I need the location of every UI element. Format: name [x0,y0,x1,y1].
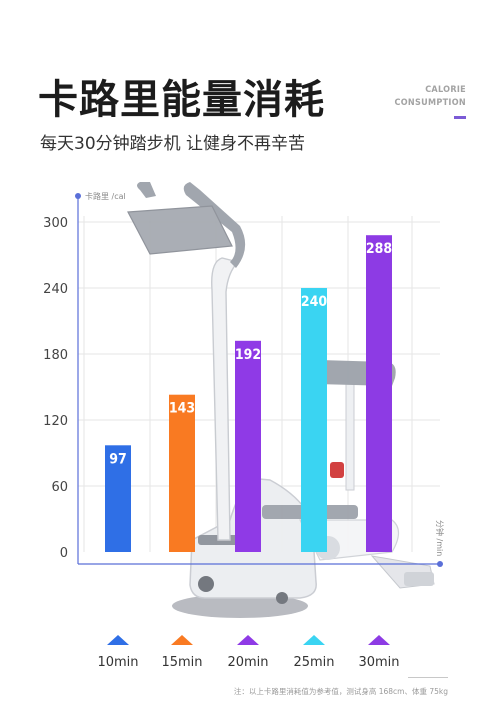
y-tick-label: 120 [43,414,68,429]
bar-value-label: 240 [301,294,328,310]
handle-post [211,257,240,541]
y-tick-label: 240 [43,282,68,297]
resistance-knob [330,462,344,478]
badge-underline [454,116,466,119]
bar-30min [366,235,392,552]
front-wheel [198,576,214,592]
bar-value-label: 288 [366,241,392,257]
page-subtitle: 每天30分钟踏步机 让健身不再辛苦 [40,134,306,154]
bars: 97 143 192 240 288 [105,235,392,552]
legend-marker [107,635,129,645]
page-title: 卡路里能量消耗 [38,77,325,123]
legend: 10min 15min 20min 25min 30min [97,635,400,670]
y-tick-label: 180 [43,348,68,363]
rear-stabilizer [404,572,434,586]
legend-marker [368,635,390,645]
legend-marker [237,635,259,645]
english-badge: CALORIE CONSUMPTION [395,84,467,110]
machine-base-plate [172,594,308,618]
bar-value-label: 192 [235,347,261,363]
seat-post [345,379,355,491]
footnote-divider [408,677,448,678]
bar-25min [301,288,327,552]
x-category-label: 15min [161,655,202,670]
tablet-holder [127,205,233,255]
bar-value-label: 97 [109,451,127,467]
footnote: 注：以上卡路里消耗值为参考值，测试身高 168cm、体重 75kg [233,687,448,696]
bar-20min [235,340,261,552]
y-tick-label: 0 [60,546,68,561]
badge-line-1: CALORIE [425,85,466,95]
legend-marker [303,635,325,645]
bar-10min [105,445,131,552]
rear-wheel [276,592,288,604]
y-tick-label: 60 [51,480,68,495]
y-tick-label: 300 [43,216,68,231]
x-category-label: 30min [358,655,399,670]
handlebar [183,182,246,268]
legend-marker [171,635,193,645]
x-category-label: 10min [97,655,138,670]
axes: 0 60 120 180 240 300 卡路里 /cal 分钟 /min [43,191,445,567]
left-grip [137,182,156,198]
bar-15min [169,394,195,552]
x-category-label: 20min [227,655,268,670]
x-axis-end-dot [437,561,443,567]
x-axis-label: 分钟 /min [435,520,445,556]
bar-value-label: 143 [169,401,195,417]
badge-line-2: CONSUMPTION [394,98,466,108]
y-axis-label: 卡路里 /cal [85,191,126,201]
y-axis-end-dot [75,193,81,199]
x-category-label: 25min [293,655,334,670]
